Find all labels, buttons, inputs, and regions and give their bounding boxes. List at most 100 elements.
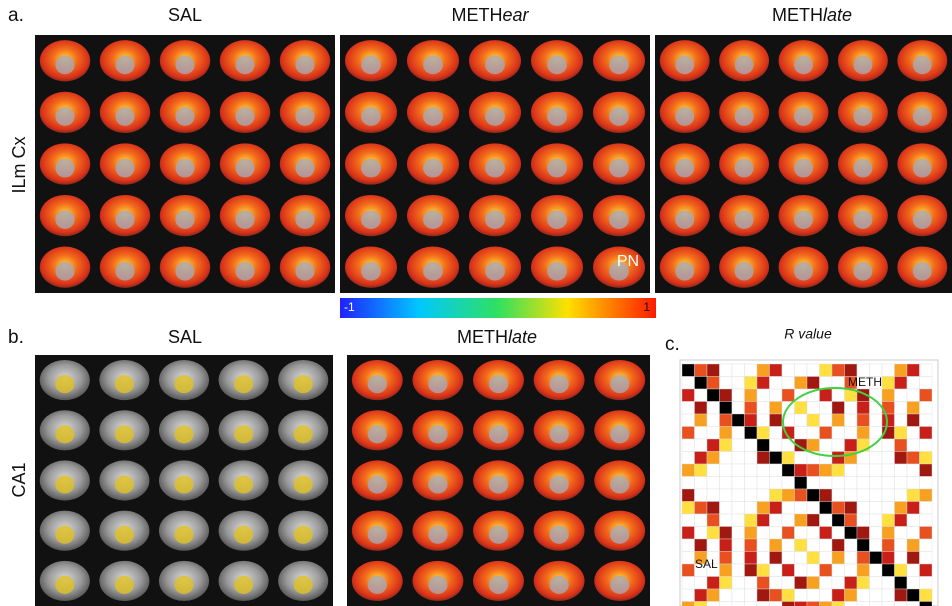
- brain-core: [610, 526, 629, 544]
- brain-core: [115, 159, 134, 178]
- matrix-cell: [707, 427, 720, 440]
- matrix-cell: [845, 564, 858, 577]
- matrix-cell: [907, 577, 920, 590]
- matrix-cell: [707, 377, 720, 390]
- matrix-cell: [720, 489, 733, 502]
- matrix-cell: [770, 402, 783, 415]
- matrix-cell: [845, 514, 858, 527]
- matrix-cell: [757, 427, 770, 440]
- matrix-cell: [707, 439, 720, 452]
- matrix-cell: [882, 489, 895, 502]
- matrix-cell: [795, 464, 808, 477]
- brain-core: [235, 107, 254, 126]
- matrix-cell: [695, 439, 708, 452]
- brain-core: [675, 159, 694, 178]
- matrix-cell: [895, 377, 908, 390]
- matrix-cell: [845, 414, 858, 427]
- matrix-cell: [745, 502, 758, 515]
- matrix-cell: [795, 577, 808, 590]
- brain-core: [610, 425, 629, 443]
- matrix-cell: [832, 577, 845, 590]
- matrix-cell: [882, 364, 895, 377]
- brain-core: [174, 425, 193, 443]
- matrix-cell: [845, 602, 858, 606]
- brain-core: [423, 107, 443, 126]
- matrix-cell: [895, 464, 908, 477]
- title-suffix: ear: [502, 5, 529, 25]
- matrix-cell: [920, 364, 933, 377]
- matrix-cell: [732, 364, 745, 377]
- matrix-cell: [682, 402, 695, 415]
- matrix-cell: [882, 589, 895, 602]
- matrix-cell: [857, 602, 870, 606]
- brain-core: [913, 210, 932, 229]
- matrix-cell: [832, 527, 845, 540]
- matrix-cell: [920, 414, 933, 427]
- matrix-cell: [745, 589, 758, 602]
- panel-title: R value: [784, 326, 832, 342]
- brain-core: [361, 159, 381, 178]
- matrix-cell: [845, 464, 858, 477]
- matrix-cell: [757, 477, 770, 490]
- matrix-cell: [820, 577, 833, 590]
- matrix-cell: [695, 589, 708, 602]
- brain-core: [361, 262, 381, 281]
- brain-core: [175, 210, 194, 229]
- matrix-cell: [920, 577, 933, 590]
- matrix-cell: [795, 452, 808, 465]
- matrix-cell: [745, 477, 758, 490]
- matrix-cell: [857, 464, 870, 477]
- matrix-cell: [745, 389, 758, 402]
- matrix-cell: [895, 477, 908, 490]
- matrix-cell: [782, 552, 795, 565]
- matrix-cell: [745, 427, 758, 440]
- matrix-cell: [845, 527, 858, 540]
- brain-core: [485, 210, 505, 229]
- matrix-cell: [895, 402, 908, 415]
- brain-core: [675, 107, 694, 126]
- matrix-cell: [882, 602, 895, 606]
- matrix-cell: [795, 477, 808, 490]
- brain-core: [115, 262, 134, 281]
- brain-core: [913, 56, 932, 75]
- matrix-cell: [682, 452, 695, 465]
- matrix-cell: [770, 602, 783, 606]
- matrix-cell: [745, 377, 758, 390]
- title-text: METH: [457, 327, 508, 347]
- matrix-cell: [845, 489, 858, 502]
- brain-core: [675, 210, 694, 229]
- matrix-cell: [782, 389, 795, 402]
- brain-core: [489, 375, 508, 393]
- matrix-cell: [807, 464, 820, 477]
- matrix-cell: [732, 602, 745, 606]
- matrix-cell: [832, 514, 845, 527]
- matrix-cell: [845, 439, 858, 452]
- matrix-cell: [820, 477, 833, 490]
- matrix-cell: [757, 414, 770, 427]
- brain-core: [115, 107, 134, 126]
- brain-core: [675, 262, 694, 281]
- matrix-cell: [682, 427, 695, 440]
- matrix-cell: [770, 577, 783, 590]
- brain-core: [294, 526, 313, 544]
- matrix-cell: [920, 564, 933, 577]
- brain-core: [853, 56, 872, 75]
- matrix-cell: [732, 564, 745, 577]
- matrix-cell: [795, 402, 808, 415]
- matrix-cell: [857, 514, 870, 527]
- matrix-cell: [720, 577, 733, 590]
- matrix-cell: [807, 502, 820, 515]
- matrix-cell: [732, 427, 745, 440]
- matrix-cell: [895, 502, 908, 515]
- matrix-cell: [907, 389, 920, 402]
- brain-core: [294, 425, 313, 443]
- matrix-cell: [795, 564, 808, 577]
- matrix-cell: [795, 602, 808, 606]
- matrix-cell: [720, 477, 733, 490]
- colorbar-min: -1: [344, 300, 355, 314]
- brain-core: [485, 56, 505, 75]
- matrix-cell: [695, 414, 708, 427]
- brain-core: [547, 56, 567, 75]
- column-title: METHear: [451, 5, 529, 25]
- brain-core: [55, 56, 74, 75]
